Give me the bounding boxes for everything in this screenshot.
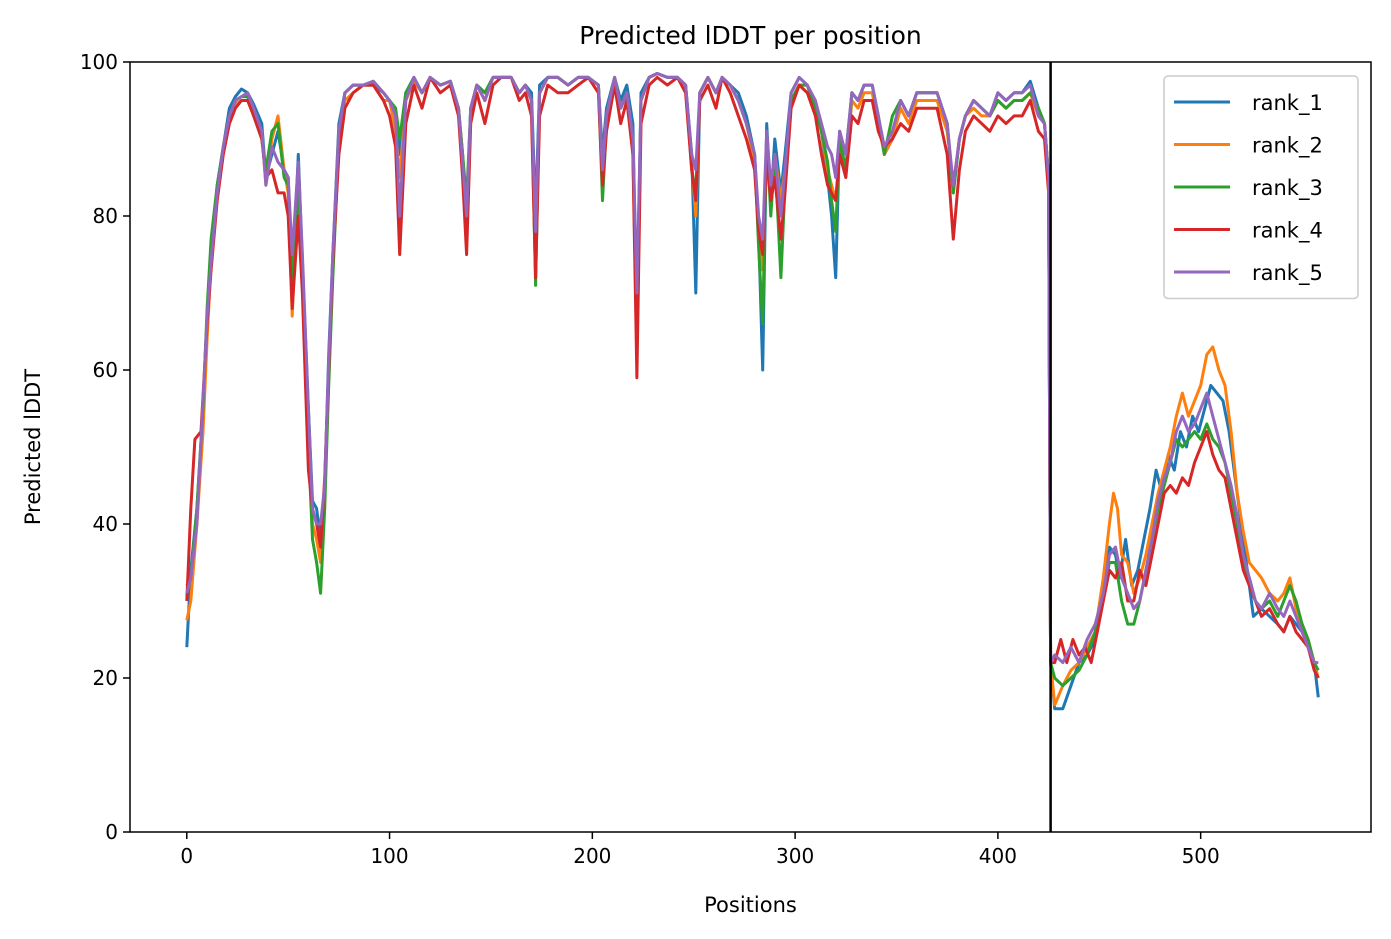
axes-frame (129, 61, 1372, 833)
series-line-rank-4 (185, 75, 1320, 679)
series-layer (185, 72, 1320, 711)
y-axis-label: Predicted lDDT (21, 369, 45, 525)
y-tick-label: 20 (93, 666, 118, 690)
x-tick-label: 200 (573, 844, 611, 868)
x-tick-label: 100 (370, 844, 408, 868)
legend-entry: rank_5 (1252, 261, 1323, 286)
legend-entry: rank_2 (1252, 134, 1323, 159)
y-tick-label: 0 (105, 820, 118, 844)
legend-entry: rank_3 (1252, 176, 1323, 201)
x-tick-label: 400 (979, 844, 1017, 868)
x-axis-ticks: 0 100 200 300 400 500 (180, 832, 1220, 868)
series-line-rank-5 (185, 72, 1319, 665)
x-axis-label: Positions (704, 893, 797, 917)
legend-box (1163, 75, 1359, 300)
y-tick-label: 80 (93, 204, 118, 228)
y-tick-label: 40 (93, 512, 118, 536)
legend-entry: rank_1 (1252, 91, 1323, 116)
y-tick-label: 60 (93, 358, 118, 382)
x-tick-label: 500 (1182, 844, 1220, 868)
x-tick-label: 0 (180, 844, 193, 868)
legend-entry: rank_4 (1252, 219, 1323, 244)
legend: rank_1 rank_2 rank_3 rank_4 rank_5 (1163, 75, 1359, 300)
y-tick-label: 100 (80, 50, 118, 74)
chart-title: Predicted lDDT per position (579, 21, 921, 50)
y-axis-ticks: 0 20 40 60 80 100 (80, 50, 130, 844)
x-tick-label: 300 (776, 844, 814, 868)
